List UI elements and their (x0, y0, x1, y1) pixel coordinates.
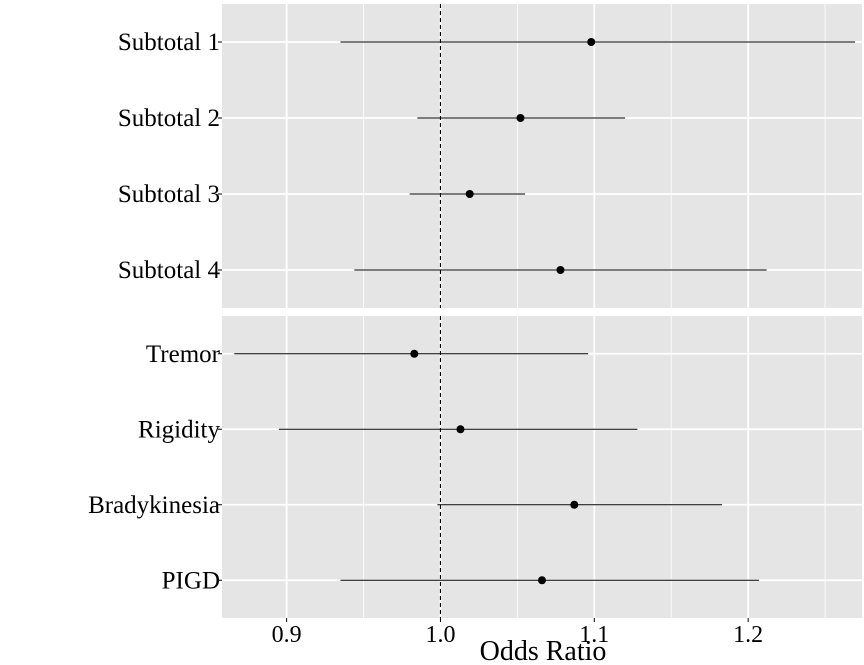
point-subtotal-4 (556, 266, 565, 274)
panel-2 (222, 316, 862, 618)
point-subtotal-1 (587, 38, 596, 46)
y-label-subtotal-4: Subtotal 4 (118, 257, 221, 284)
x-tick-label: 1.1 (579, 622, 609, 648)
y-label-tremor: Tremor (146, 341, 221, 368)
y-label-subtotal-2: Subtotal 2 (118, 105, 220, 132)
x-axis-title: Odds Ratio (480, 636, 607, 665)
x-tick-label: 1.0 (425, 622, 455, 648)
x-tick-label: 0.9 (272, 622, 302, 648)
panel-background (222, 4, 862, 308)
labels-layer: Subtotal 1 Subtotal 2 Subtotal 3 Subtotal 4… (88, 29, 222, 594)
point-bradykinesia (570, 500, 579, 509)
y-label-rigidity: Rigidity (138, 416, 220, 443)
y-label-bradykinesia: Bradykinesia (88, 492, 220, 519)
point-subtotal-2 (516, 114, 525, 122)
y-label-subtotal-3: Subtotal 3 (118, 181, 220, 208)
y-label-pigd: PIGD (162, 567, 220, 594)
point-pigd (538, 576, 546, 585)
point-tremor (410, 349, 419, 358)
x-axis: 0.9 1.0 1.1 1.2 (272, 618, 763, 648)
point-rigidity (456, 425, 465, 434)
panels-layer (222, 4, 862, 618)
point-subtotal-3 (465, 190, 474, 198)
panel-1 (222, 4, 862, 308)
panel-background (222, 316, 862, 618)
x-tick-label: 1.2 (733, 622, 763, 648)
y-label-subtotal-1: Subtotal 1 (118, 29, 220, 56)
